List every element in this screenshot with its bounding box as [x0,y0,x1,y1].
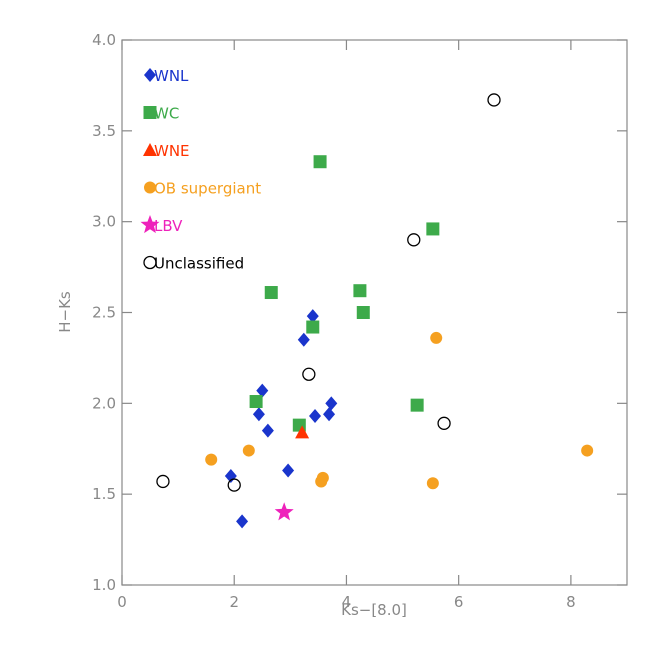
y-axis-label: H−Ks [56,291,74,333]
x-tick-label: 2 [229,593,239,611]
legend-marker [143,255,157,270]
x-tick-label: 0 [117,593,127,611]
plot-frame [121,39,628,586]
data-point [581,444,594,457]
data-point [249,395,263,409]
data-point [205,453,218,466]
y-tick-label: 2.5 [92,304,116,322]
data-point [306,320,320,334]
legend-marker [144,68,156,82]
legend-label: WNL [154,67,189,85]
legend-label: Unclassified [154,255,244,273]
data-point [227,478,241,492]
data-point [156,474,170,489]
y-tick-label: 1.0 [92,576,116,594]
y-tick-label: 1.5 [92,485,116,503]
legend-label: WNE [154,142,190,160]
legend-marker [143,106,157,119]
data-point [410,398,424,412]
data-point [295,425,310,439]
data-point [256,383,269,398]
x-tick-label: 6 [454,593,464,611]
data-point [323,407,336,422]
data-point [264,286,278,300]
data-point [313,155,327,169]
data-point [325,396,338,411]
data-point [430,331,443,344]
y-tick-label: 3.5 [92,122,116,140]
legend-label: OB supergiant [154,180,261,198]
data-point [487,93,501,107]
data-point [315,475,328,488]
data-point [302,367,316,381]
y-tick-label: 2.0 [92,394,116,412]
data-point [252,407,265,422]
data-point [242,444,255,457]
data-point [426,477,439,490]
y-tick-label: 4.0 [92,31,116,49]
data-point [407,233,421,247]
data-point [306,309,319,324]
x-tick-label: 4 [342,593,352,611]
data-point [236,514,249,529]
data-point [282,463,295,478]
data-point [297,332,310,347]
data-point [356,306,370,319]
x-tick-label: 8 [566,593,576,611]
legend-marker [144,181,156,194]
data-point [353,284,367,298]
data-point [274,502,294,521]
x-axis-label: Ks−[8.0] [341,601,407,619]
legend-label: WC [154,105,179,123]
data-point [261,423,274,438]
legend-label: LBV [154,217,183,235]
y-tick-label: 3.0 [92,213,116,231]
data-point [426,222,440,236]
legend-marker [143,143,157,156]
data-point [437,416,451,430]
data-point [309,409,322,424]
legend-marker [140,215,160,234]
